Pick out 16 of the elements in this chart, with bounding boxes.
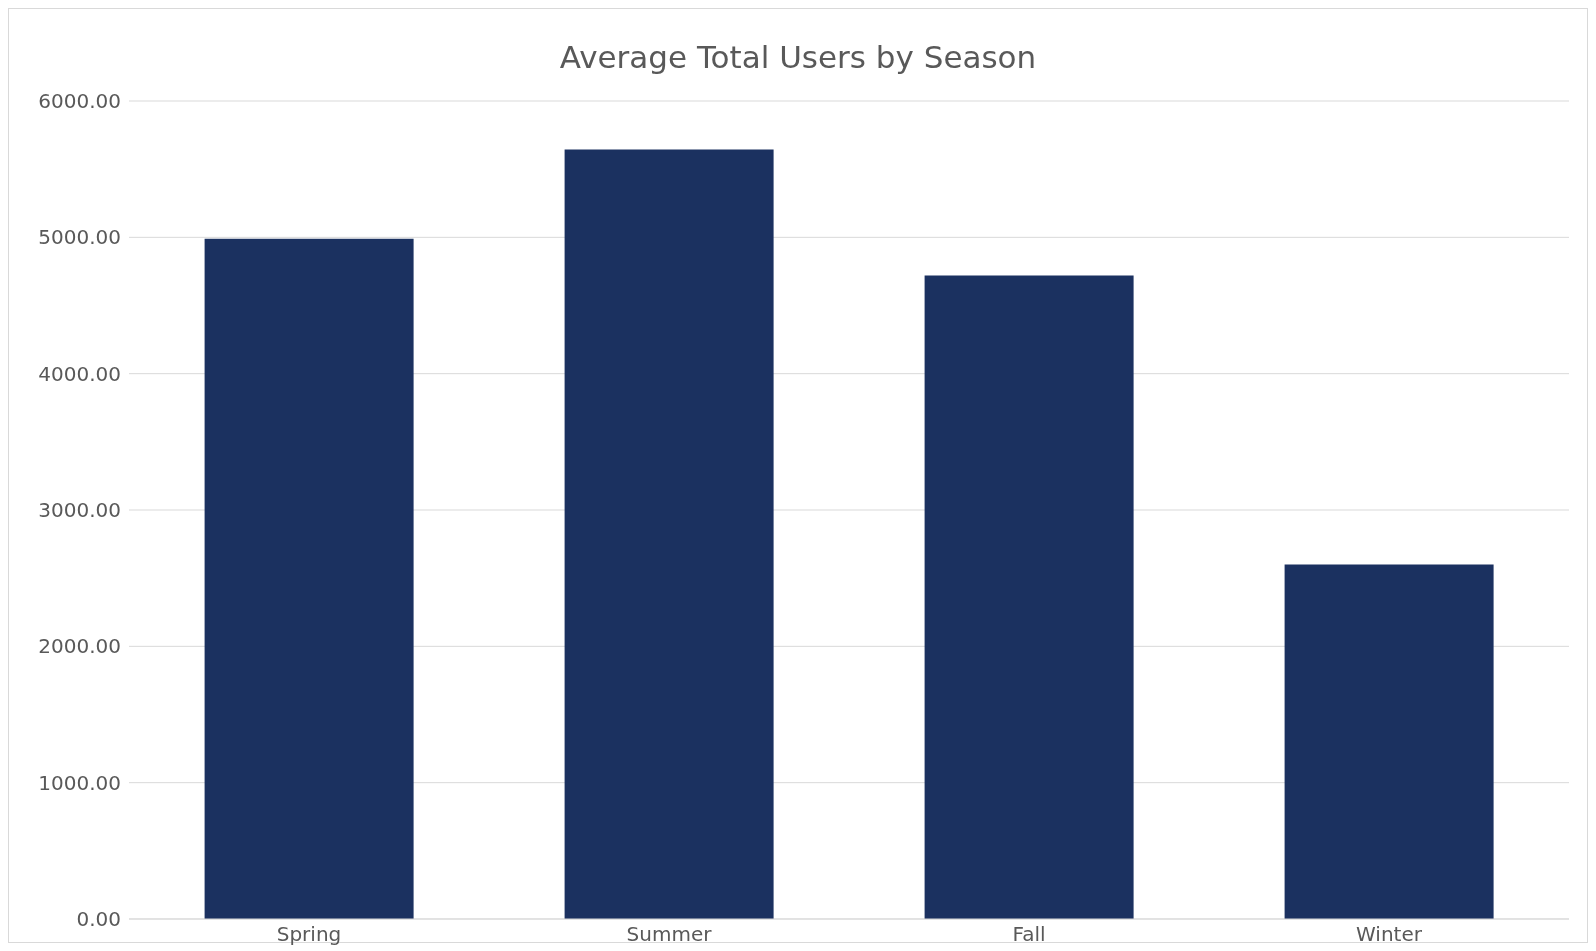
- bar: [924, 275, 1134, 919]
- y-tick-label: 0.00: [76, 907, 121, 932]
- y-tick-label: 5000.00: [38, 225, 121, 250]
- bar: [564, 149, 774, 919]
- x-tick-label: Spring: [276, 922, 342, 947]
- y-tick-label: 1000.00: [38, 770, 121, 795]
- bar: [1284, 564, 1494, 919]
- x-tick-label: Winter: [1356, 922, 1423, 947]
- x-tick-label: Fall: [1012, 922, 1046, 947]
- x-tick-label: Summer: [626, 922, 713, 947]
- bar: [204, 238, 414, 919]
- y-tick-label: 6000.00: [38, 89, 121, 114]
- y-tick-label: 3000.00: [38, 498, 121, 523]
- y-tick-label: 2000.00: [38, 634, 121, 659]
- y-tick-label: 4000.00: [38, 361, 121, 386]
- chart-title: Average Total Users by Season: [558, 39, 1038, 77]
